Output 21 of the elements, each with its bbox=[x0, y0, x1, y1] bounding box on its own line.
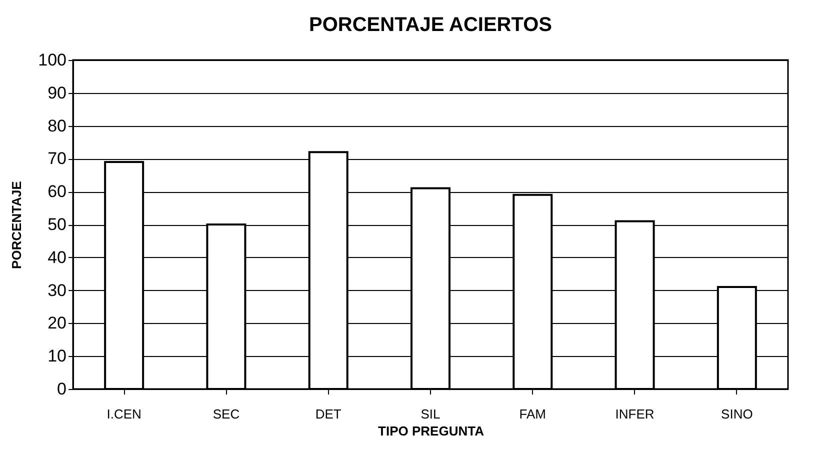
y-tick-label: 80 bbox=[48, 116, 66, 136]
x-tick-label: DET bbox=[315, 406, 342, 422]
y-tick-label: 70 bbox=[48, 149, 66, 168]
y-axis-title: PORCENTAJE bbox=[9, 180, 24, 269]
x-axis-title: TIPO PREGUNTA bbox=[378, 424, 485, 438]
y-tick-label: 20 bbox=[48, 314, 66, 333]
y-tick-label: 0 bbox=[57, 380, 66, 398]
x-tick-label: SINO bbox=[721, 406, 753, 422]
y-tick-label: 90 bbox=[48, 83, 66, 102]
x-tick-label: INFER bbox=[615, 406, 654, 422]
x-tick-label: SEC bbox=[212, 406, 240, 422]
y-tick-label: 60 bbox=[48, 182, 66, 202]
chart-title: PORCENTAJE ACIERTOS bbox=[309, 14, 552, 36]
y-tick-label: 50 bbox=[48, 215, 66, 234]
y-tick-label: 30 bbox=[48, 280, 66, 300]
x-tick-label: I.CEN bbox=[106, 406, 142, 422]
y-tick-label: 10 bbox=[48, 346, 66, 366]
x-tick-label: SIL bbox=[420, 406, 440, 422]
x-tick-label: FAM bbox=[519, 406, 546, 422]
y-tick-label: 40 bbox=[48, 248, 66, 267]
y-tick-label: 100 bbox=[38, 50, 66, 70]
